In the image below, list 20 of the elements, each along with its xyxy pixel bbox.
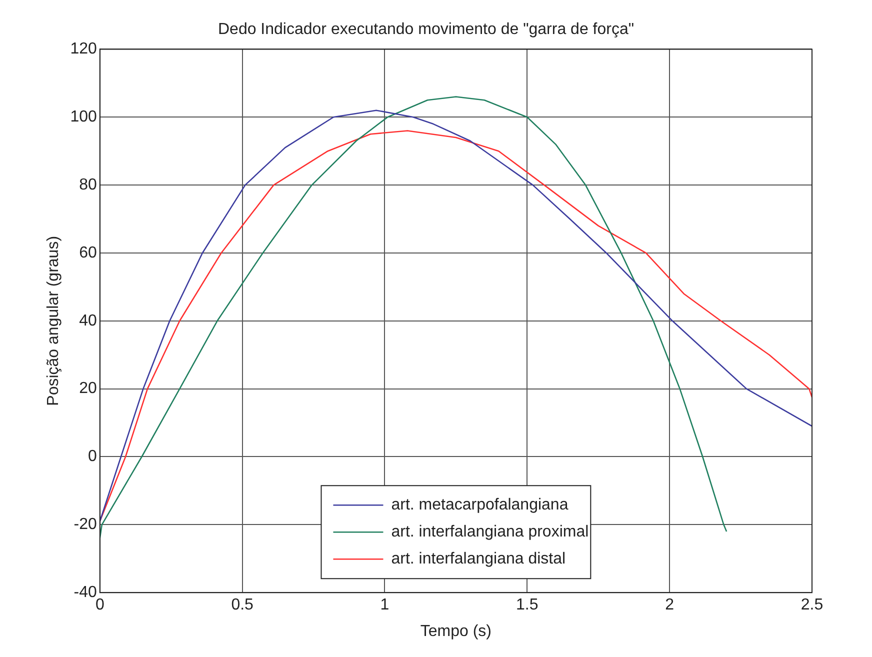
y-tick-label: 40 — [79, 312, 97, 330]
y-tick-label: 100 — [70, 108, 97, 126]
x-tick-label: 2 — [665, 596, 674, 614]
y-tick-label: -20 — [74, 516, 97, 534]
y-tick-label: 20 — [79, 380, 97, 398]
x-tick-label: 0.5 — [231, 596, 254, 614]
y-axis-title: Posição angular (graus) — [45, 236, 62, 406]
x-tick-label: 1 — [380, 596, 390, 614]
y-tick-label: -40 — [74, 584, 97, 602]
legend-label: art. metacarpofalangiana — [391, 496, 568, 514]
legend-label: art. interfalangiana distal — [391, 550, 566, 568]
legend-label: art. interfalangiana proximal — [391, 524, 589, 541]
y-tick-label: 60 — [79, 244, 97, 262]
y-tick-label: 120 — [70, 40, 97, 58]
y-tick-label: 80 — [79, 176, 97, 194]
chart-title: Dedo Indicador executando movimento de "garra de força" — [218, 21, 634, 38]
y-tick-label: 0 — [88, 448, 97, 466]
x-axis-title: Tempo (s) — [420, 622, 492, 640]
x-tick-label: 1.5 — [516, 596, 538, 614]
x-tick-label: 2.5 — [800, 596, 824, 614]
